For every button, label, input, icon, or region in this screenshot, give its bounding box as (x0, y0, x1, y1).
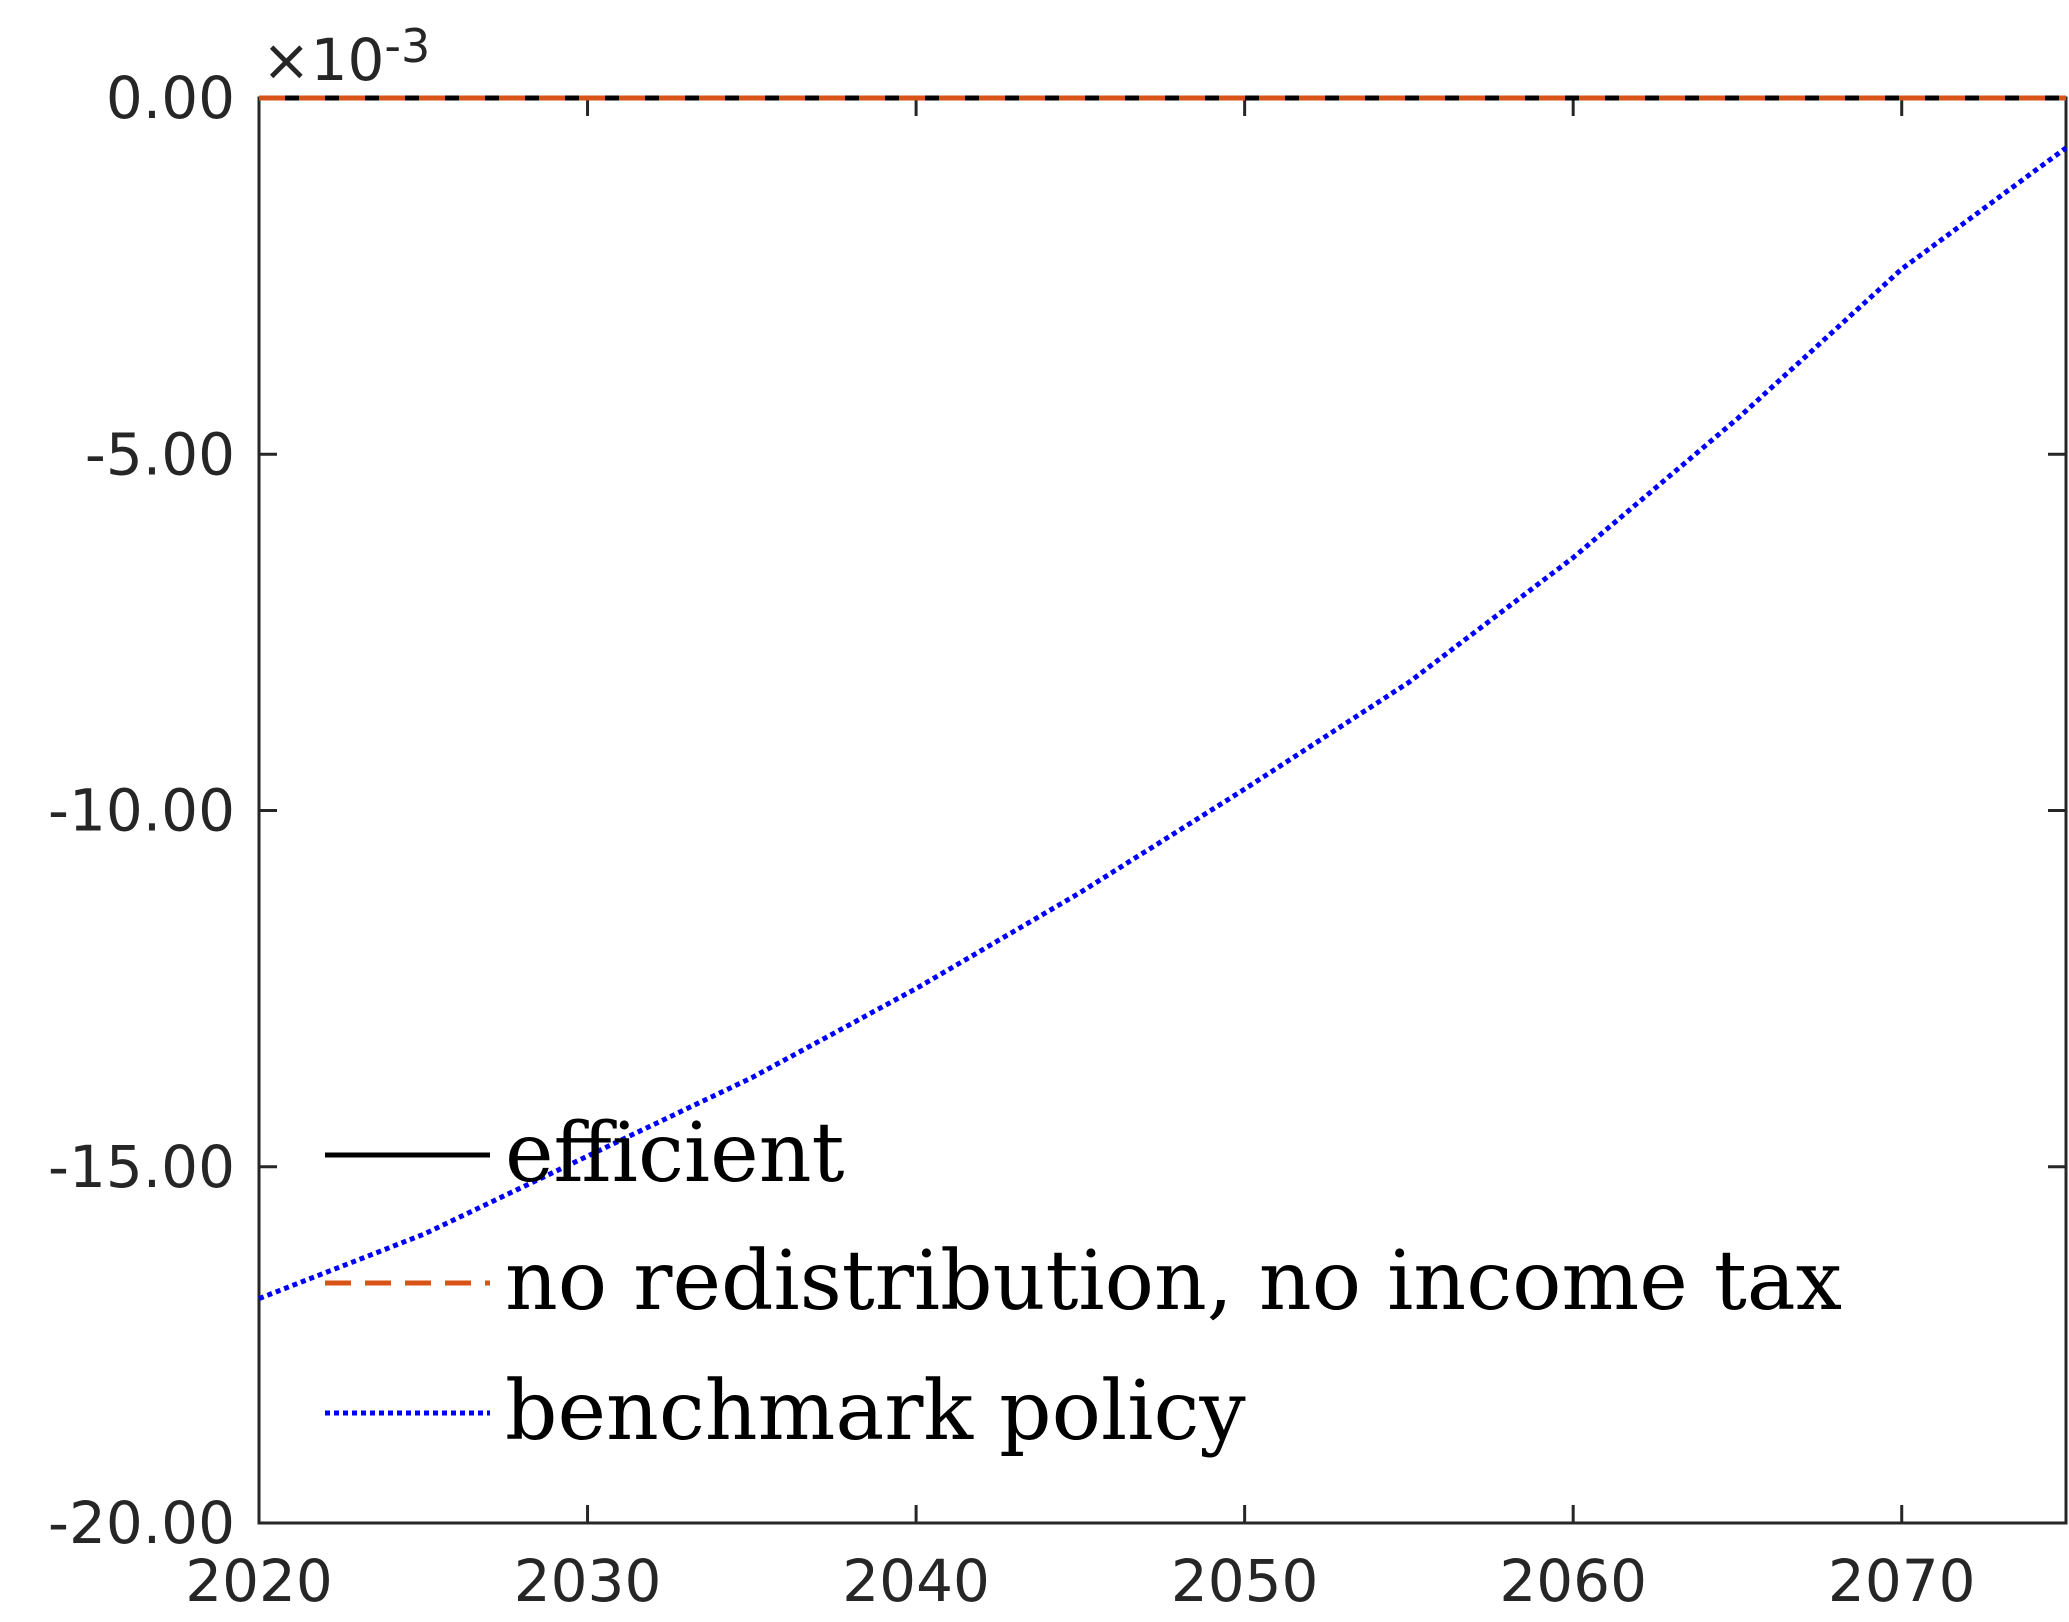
y-tick-label: -5.00 (85, 420, 235, 488)
legend-label-1: no redistribution, no income tax (505, 1234, 1842, 1329)
x-tick-label: 2040 (842, 1547, 990, 1615)
y-tick-label: -15.00 (48, 1133, 235, 1201)
series-line-2 (258, 145, 2068, 1301)
y-axis-exponent: ×10-3 (262, 19, 430, 94)
y-axis-exponent-power: -3 (384, 19, 430, 73)
tick-labels: 2020 2030 2040 2050 2060 2070 0.00 -5.00 -10.00 -… (48, 64, 1976, 1615)
x-tick-label: 2020 (185, 1547, 333, 1615)
x-tick-label: 2030 (514, 1547, 662, 1615)
y-tick-label: -10.00 (48, 777, 235, 845)
legend-label-0: efficient (505, 1106, 844, 1201)
x-tick-label: 2050 (1171, 1547, 1319, 1615)
legend-label-2: benchmark policy (505, 1364, 1246, 1459)
x-tick-label: 2060 (1499, 1547, 1647, 1615)
plot-area (258, 95, 2068, 1301)
y-tick-label: 0.00 (106, 64, 235, 132)
legend: efficient no redistribution, no income ta… (325, 1106, 1842, 1459)
x-tick-label: 2070 (1828, 1547, 1976, 1615)
y-tick-label: -20.00 (48, 1489, 235, 1557)
y-axis-exponent-base: ×10 (262, 26, 384, 94)
